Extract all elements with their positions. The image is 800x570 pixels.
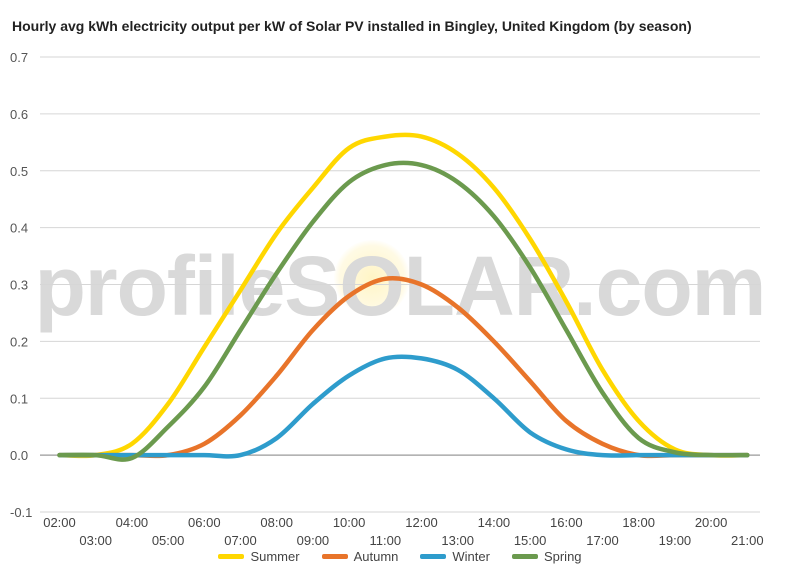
legend-label: Summer: [250, 549, 300, 564]
legend-item-spring: Spring: [511, 549, 582, 564]
x-tick-label: 13:00: [441, 533, 474, 548]
x-tick-label: 03:00: [79, 533, 112, 548]
x-tick-label: 16:00: [550, 515, 583, 530]
legend-swatch: [511, 554, 538, 559]
x-tick-label: 09:00: [297, 533, 330, 548]
legend-swatch: [420, 554, 447, 559]
legend-label: Autumn: [353, 549, 399, 564]
y-tick-label: 0.2: [10, 334, 28, 349]
legend-label: Winter: [452, 549, 490, 564]
y-tick-label: 0.6: [10, 107, 28, 122]
x-tick-label: 10:00: [333, 515, 366, 530]
series-line-winter: [57, 354, 750, 459]
legend-label: Spring: [543, 549, 582, 564]
x-tick-label: 02:00: [43, 515, 76, 530]
x-tick-label: 12:00: [405, 515, 438, 530]
x-tick-label: 05:00: [152, 533, 185, 548]
y-tick-label: -0.1: [10, 505, 32, 520]
x-tick-label: 21:00: [731, 533, 764, 548]
series-line-summer: [57, 132, 750, 459]
y-tick-label: 0.1: [10, 391, 28, 406]
legend-item-winter: Winter: [420, 549, 490, 564]
legend-swatch: [218, 554, 245, 559]
x-tick-label: 04:00: [116, 515, 149, 530]
y-tick-label: 0.5: [10, 164, 28, 179]
x-tick-label: 19:00: [659, 533, 692, 548]
x-tick-label: 14:00: [478, 515, 511, 530]
legend-swatch: [321, 554, 348, 559]
series-line-spring: [57, 160, 750, 462]
y-tick-label: 0.0: [10, 448, 28, 463]
x-tick-label: 06:00: [188, 515, 221, 530]
x-tick-label: 20:00: [695, 515, 728, 530]
x-tick-label: 18:00: [622, 515, 655, 530]
legend-item-summer: Summer: [218, 549, 300, 564]
y-tick-label: 0.7: [10, 50, 28, 65]
legend: Summer Autumn Winter Spring: [0, 549, 800, 564]
x-tick-label: 17:00: [586, 533, 619, 548]
legend-item-autumn: Autumn: [321, 549, 399, 564]
x-tick-label: 11:00: [370, 533, 402, 548]
x-tick-label: 07:00: [224, 533, 257, 548]
y-tick-label: 0.3: [10, 278, 28, 293]
chart-title: Hourly avg kWh electricity output per kW…: [12, 18, 692, 34]
watermark: profileSOLAR.com: [34, 239, 767, 333]
x-tick-label: 08:00: [260, 515, 293, 530]
y-tick-label: 0.4: [10, 221, 28, 236]
x-tick-label: 15:00: [514, 533, 547, 548]
